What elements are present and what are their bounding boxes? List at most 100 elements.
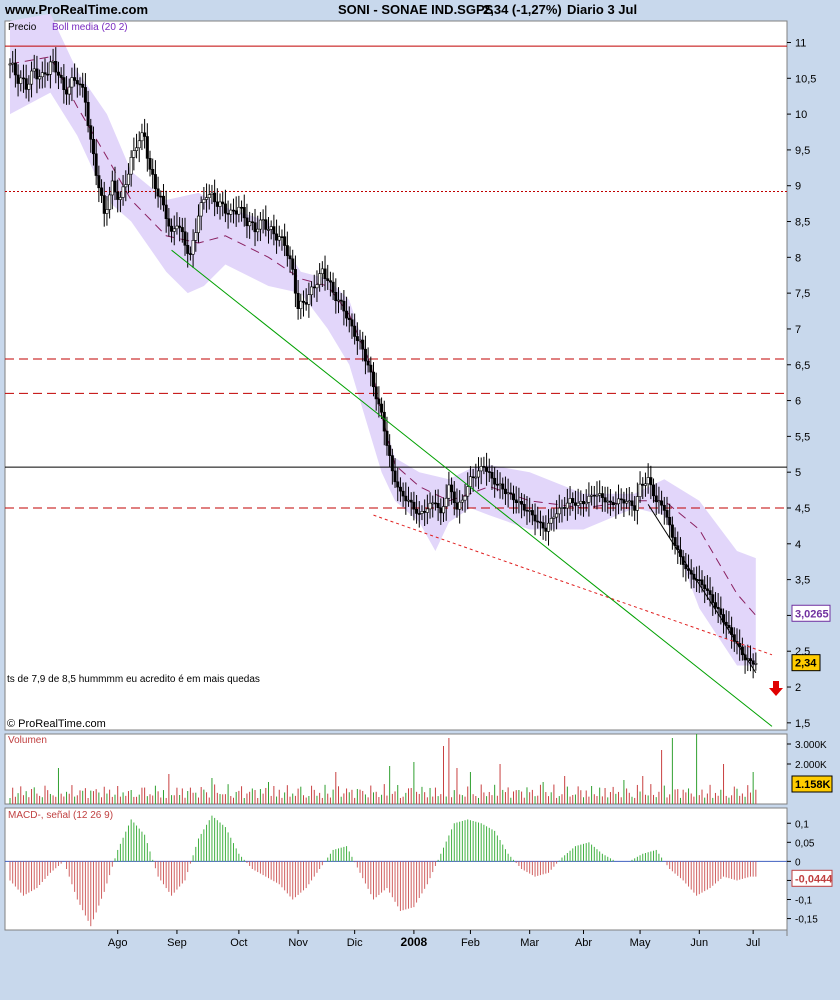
candle-body xyxy=(423,511,427,513)
candle-body xyxy=(371,371,375,388)
candle-body xyxy=(307,294,311,305)
price-y-tick-6: 8 xyxy=(795,252,801,264)
candle-body xyxy=(210,192,214,195)
candle-body xyxy=(70,77,74,88)
candle-body xyxy=(641,483,645,486)
candle-body xyxy=(549,518,553,524)
candle-body xyxy=(310,286,314,296)
candle-body xyxy=(202,199,206,203)
candle-body xyxy=(382,411,386,432)
candle-body xyxy=(670,524,674,538)
candle-body xyxy=(595,494,599,497)
candle-body xyxy=(517,501,521,503)
x-tick-0: Ago xyxy=(108,937,128,949)
candle-body xyxy=(105,209,109,214)
candle-body xyxy=(277,236,281,241)
candle-body xyxy=(455,502,459,510)
candle-body xyxy=(264,219,268,230)
candle-body xyxy=(153,174,157,190)
candle-body xyxy=(396,481,400,488)
candle-body xyxy=(240,206,244,209)
candle-body xyxy=(207,194,211,198)
candle-body xyxy=(304,302,308,305)
price-y-tick-12: 5 xyxy=(795,467,801,479)
candle-body xyxy=(571,498,575,504)
price-y-tick-10: 6 xyxy=(795,396,801,408)
candle-body xyxy=(261,219,265,221)
candle-body xyxy=(145,136,149,159)
current-price-value: 2,34 xyxy=(795,658,817,670)
candle-body xyxy=(250,221,254,224)
candle-body xyxy=(573,502,577,506)
candle-body xyxy=(97,175,101,189)
price-y-tick-1: 10,5 xyxy=(795,73,816,85)
volume-panel xyxy=(4,733,788,805)
candle-body xyxy=(78,83,82,86)
candle-body xyxy=(32,68,36,72)
candle-body xyxy=(172,228,176,232)
candle-body xyxy=(234,210,238,215)
candle-body xyxy=(560,507,564,509)
candle-body xyxy=(248,221,252,227)
candle-body xyxy=(35,68,39,80)
price-y-tick-15: 3,5 xyxy=(795,575,810,587)
candle-body xyxy=(326,278,330,281)
candle-body xyxy=(643,483,647,486)
candle-body xyxy=(253,222,257,233)
candle-body xyxy=(514,499,518,503)
candle-body xyxy=(100,187,104,196)
candle-body xyxy=(353,325,357,337)
candle-body xyxy=(501,483,505,490)
candle-body xyxy=(479,466,483,472)
candle-body xyxy=(318,273,322,285)
candle-body xyxy=(83,87,87,103)
candle-body xyxy=(285,245,289,257)
candle-body xyxy=(555,513,559,518)
candle-body xyxy=(611,502,615,506)
candle-body xyxy=(490,472,494,479)
macd-value-box xyxy=(791,869,833,887)
candle-body xyxy=(272,226,276,235)
candle-body xyxy=(296,292,300,309)
candle-body xyxy=(194,232,198,241)
macd-y-tick-0: 0,1 xyxy=(795,819,809,830)
candle-body xyxy=(582,501,586,505)
candle-body xyxy=(450,484,454,493)
candle-body xyxy=(579,501,583,504)
price-y-tick-13: 4,5 xyxy=(795,503,810,515)
candle-body xyxy=(266,229,270,231)
candle-body xyxy=(603,497,607,503)
candle-body xyxy=(54,61,58,73)
candle-body xyxy=(525,509,529,512)
price-legend-precio: Precio xyxy=(8,22,37,33)
middle-band-value-box xyxy=(791,604,831,622)
x-tick-8: Abr xyxy=(575,937,592,949)
candle-body xyxy=(191,240,195,255)
candle-body xyxy=(366,360,370,366)
candle-body xyxy=(215,201,219,207)
candle-body xyxy=(614,503,618,506)
x-tick-11: Jul xyxy=(746,937,760,949)
candle-body xyxy=(630,500,634,506)
price-y-tick-2: 10 xyxy=(795,109,807,121)
quote-change: 2,34 (-1,27%) xyxy=(483,2,562,17)
candle-body xyxy=(649,477,653,486)
price-y-tick-3: 9,5 xyxy=(795,145,810,157)
candle-body xyxy=(557,507,561,515)
candle-body xyxy=(565,502,569,509)
candle-body xyxy=(458,501,462,510)
site-title: www.ProRealTime.com xyxy=(5,2,149,17)
candle-body xyxy=(393,470,397,483)
candle-body xyxy=(447,484,451,499)
price-y-tick-11: 5,5 xyxy=(795,431,810,443)
candle-body xyxy=(269,226,273,230)
candle-body xyxy=(116,191,120,200)
candle-body xyxy=(205,197,209,200)
price-y-tick-14: 4 xyxy=(795,539,801,551)
candle-body xyxy=(544,527,548,532)
candle-body xyxy=(493,477,497,485)
candle-body xyxy=(143,132,147,137)
candle-body xyxy=(404,495,408,502)
candle-body xyxy=(495,483,499,486)
candle-body xyxy=(38,76,42,80)
